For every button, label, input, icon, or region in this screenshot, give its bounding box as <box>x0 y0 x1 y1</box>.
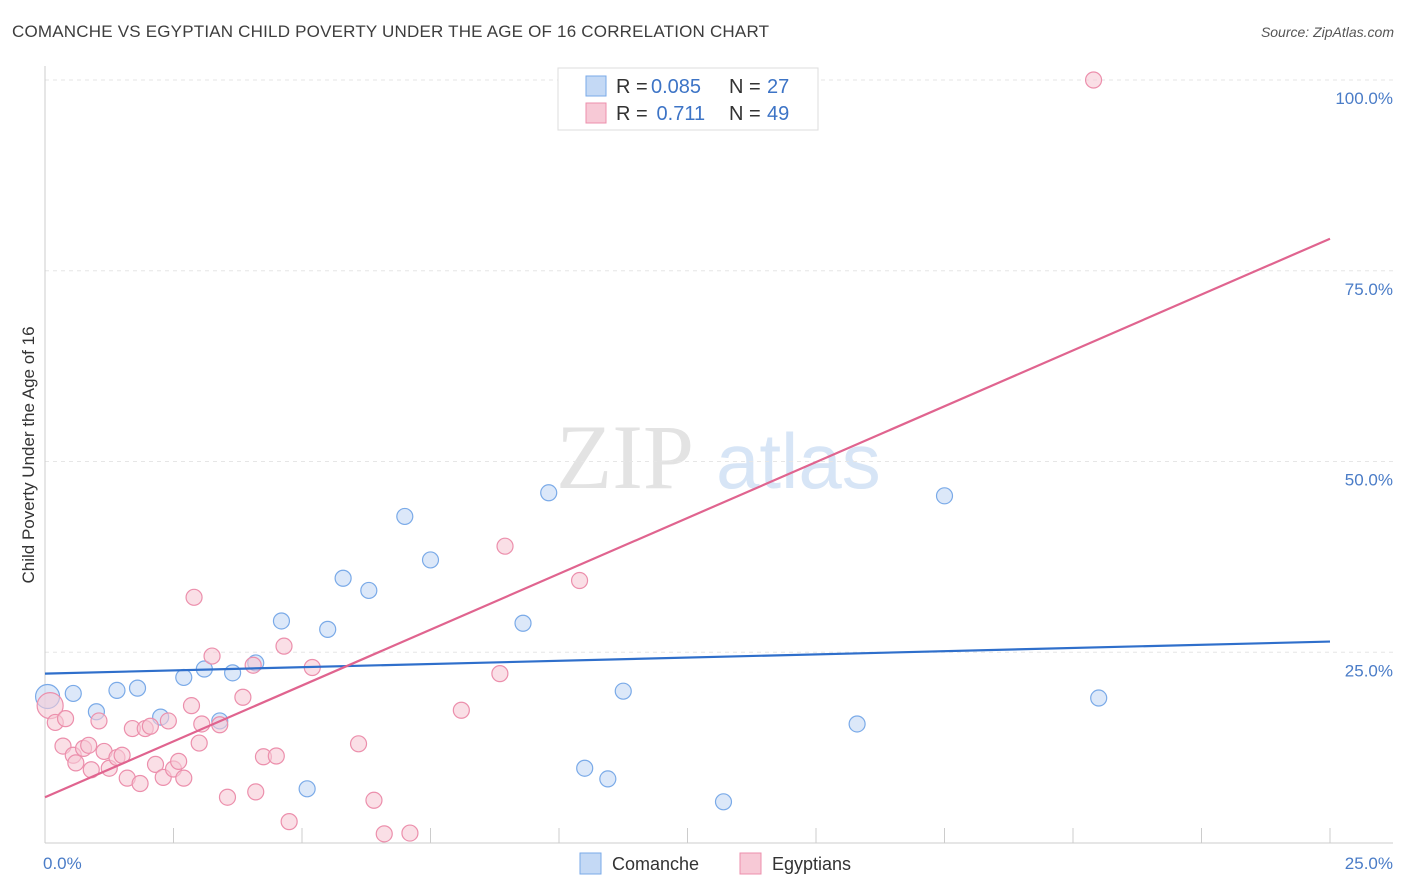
trend-line-egyptians <box>44 237 1331 799</box>
series-legend-label-comanche[interactable]: Comanche <box>612 854 699 874</box>
data-point <box>614 682 632 700</box>
series-comanche-points <box>34 484 1108 811</box>
tick-labels: 25.0% 50.0% 75.0% 100.0% 0.0% 25.0% <box>43 89 1393 873</box>
y-tick-label: 100.0% <box>1335 89 1393 108</box>
data-point <box>224 664 242 682</box>
legend-swatch-egyptians <box>585 102 607 124</box>
data-point <box>175 769 193 787</box>
data-point <box>275 637 293 655</box>
data-point <box>272 612 291 630</box>
data-point <box>190 734 208 752</box>
data-point <box>599 770 617 788</box>
data-point <box>247 783 265 801</box>
legend-n-value: 49 <box>767 103 789 125</box>
data-point <box>349 735 368 753</box>
grid-lines <box>45 79 1393 653</box>
trend-lines <box>44 237 1331 799</box>
data-point <box>491 665 509 683</box>
y-tick-label: 25.0% <box>1345 661 1393 680</box>
data-point <box>375 825 393 843</box>
source-credit: Source: ZipAtlas.com <box>1260 24 1394 40</box>
series-legend-label-egyptians[interactable]: Egyptians <box>772 854 851 874</box>
data-point <box>159 712 177 730</box>
data-point <box>514 614 532 632</box>
data-point <box>365 791 383 809</box>
x-tick-label: 25.0% <box>1345 854 1393 873</box>
data-point <box>540 484 558 502</box>
x-tick-label: 0.0% <box>43 854 82 873</box>
data-point <box>496 537 514 555</box>
series-legend: Comanche Egyptians <box>579 852 851 875</box>
legend-r-value: 0.711 <box>651 103 705 125</box>
data-point <box>935 487 954 505</box>
data-point <box>80 736 98 754</box>
data-point <box>128 679 147 697</box>
data-point <box>67 754 85 772</box>
data-point <box>267 747 285 765</box>
data-point <box>244 656 262 674</box>
data-point <box>319 620 337 638</box>
data-point <box>1090 689 1108 707</box>
legend-swatch-comanche <box>585 75 607 97</box>
data-point <box>170 752 188 770</box>
data-point <box>182 697 201 715</box>
data-point <box>203 647 221 665</box>
data-point <box>401 824 419 842</box>
data-point <box>576 759 594 777</box>
legend-n-label: N = <box>729 76 761 98</box>
watermark: ZIP atlas <box>556 406 881 508</box>
data-point <box>131 774 149 793</box>
data-point <box>334 569 352 587</box>
data-point <box>218 788 237 806</box>
legend-r-label: R = <box>616 103 648 125</box>
data-point <box>714 793 733 811</box>
data-point <box>64 684 82 703</box>
chart-title: COMANCHE VS EGYPTIAN CHILD POVERTY UNDER… <box>12 22 770 41</box>
series-legend-swatch-comanche[interactable] <box>579 852 602 875</box>
data-point <box>298 780 316 798</box>
y-tick-label: 50.0% <box>1345 471 1393 490</box>
series-legend-swatch-egyptians[interactable] <box>739 852 762 875</box>
legend-r-label: R = <box>616 76 648 98</box>
data-point <box>396 507 414 526</box>
legend-n-value: 27 <box>767 76 789 98</box>
data-point <box>234 688 252 706</box>
y-tick-label: 75.0% <box>1345 280 1393 299</box>
legend-n-label: N = <box>729 103 761 125</box>
trend-line-comanche <box>44 640 1331 675</box>
data-point <box>280 813 298 831</box>
data-point <box>848 715 866 733</box>
data-point <box>146 755 165 774</box>
data-point <box>1084 71 1103 89</box>
data-point <box>56 710 75 728</box>
watermark-zip: ZIP <box>556 406 694 508</box>
data-point <box>185 588 203 606</box>
legend-r-value: 0.085 <box>651 76 701 98</box>
y-axis-title: Child Poverty Under the Age of 16 <box>19 326 38 583</box>
data-point <box>452 701 470 719</box>
data-point <box>421 551 440 569</box>
correlation-legend: R = 0.085 N = 27 R = 0.711 N = 49 <box>557 67 819 131</box>
data-point <box>570 571 589 590</box>
data-point <box>108 681 126 700</box>
data-point <box>90 712 108 730</box>
data-point <box>175 668 193 687</box>
data-point <box>360 581 378 600</box>
data-point <box>141 717 159 735</box>
